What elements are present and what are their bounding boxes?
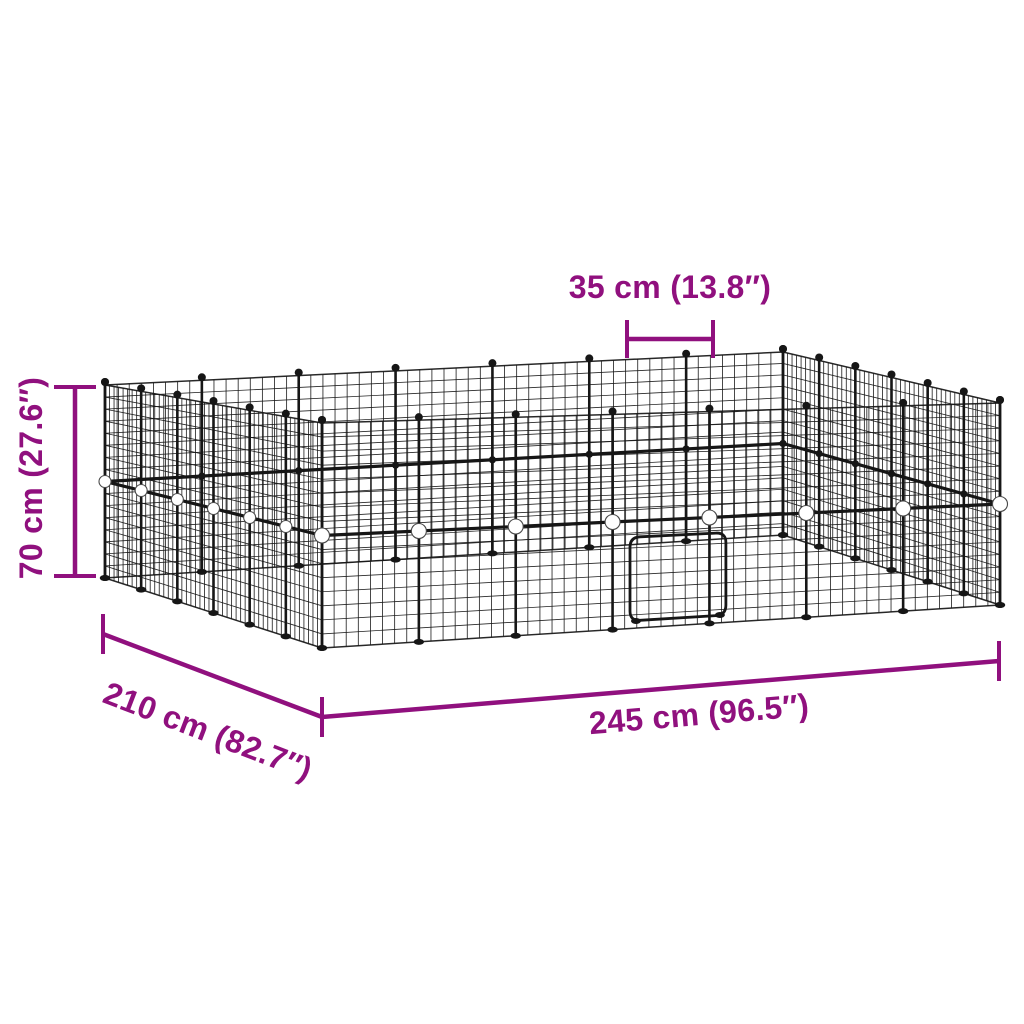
connector-cap bbox=[585, 354, 594, 363]
connector-ball-white bbox=[895, 500, 912, 517]
connector-ball-white bbox=[604, 513, 621, 531]
connector-cap bbox=[209, 397, 218, 405]
connector-ball-white bbox=[279, 519, 293, 534]
connector-cap bbox=[682, 349, 691, 358]
connector-foot bbox=[897, 608, 909, 615]
connector-cap bbox=[705, 404, 714, 413]
connector-foot bbox=[280, 633, 292, 640]
connector-ball-white bbox=[98, 474, 112, 489]
connector-foot bbox=[607, 626, 618, 633]
connector-cap bbox=[851, 362, 860, 370]
connector-cap bbox=[281, 409, 290, 418]
connector-ball-white bbox=[134, 483, 148, 498]
connector-ball-white bbox=[313, 527, 331, 544]
connector-foot bbox=[316, 645, 328, 651]
connector-ball-white bbox=[507, 518, 524, 535]
connector-cap bbox=[197, 373, 206, 382]
connector-cap bbox=[488, 359, 497, 368]
connector-mid bbox=[815, 449, 823, 458]
connector-cap bbox=[414, 413, 423, 422]
connector-cap bbox=[887, 370, 896, 379]
connector-foot bbox=[510, 632, 521, 639]
connector-ball-white bbox=[243, 510, 257, 525]
connector-foot bbox=[208, 610, 219, 616]
connector-mid bbox=[295, 467, 303, 475]
wall-front-right bbox=[313, 396, 1009, 651]
door-foot bbox=[714, 611, 725, 618]
connector-cap bbox=[815, 353, 824, 362]
connector-cap bbox=[173, 390, 182, 399]
connector-foot bbox=[172, 598, 183, 605]
connector-ball-white bbox=[410, 522, 427, 540]
connector-cap bbox=[318, 416, 326, 424]
connector-foot bbox=[777, 532, 789, 538]
connector-ball-white bbox=[170, 492, 184, 507]
connector-mid bbox=[391, 461, 400, 469]
connector-cap bbox=[802, 401, 811, 410]
connector-ball-white bbox=[206, 501, 221, 516]
panel-width-dimension-label: 35 cm (13.8″) bbox=[569, 269, 771, 305]
connector-ball-white bbox=[701, 509, 718, 526]
connector-cap bbox=[511, 410, 520, 419]
connector-foot bbox=[99, 575, 111, 581]
connector-mid bbox=[488, 456, 497, 464]
connector-cap bbox=[959, 387, 968, 396]
height-dimension-label: 70 cm (27.6″) bbox=[13, 377, 49, 579]
connector-mid bbox=[682, 445, 690, 453]
connector-cap bbox=[245, 403, 254, 412]
connector-foot bbox=[135, 586, 147, 593]
connector-foot bbox=[413, 638, 425, 645]
wire-cage bbox=[98, 345, 1009, 651]
connector-foot bbox=[886, 567, 897, 573]
wall-front-left bbox=[98, 378, 329, 651]
connector-foot bbox=[704, 620, 715, 627]
connector-cap bbox=[294, 368, 303, 377]
depth-dimension-label: 210 cm (82.7″) bbox=[99, 675, 318, 788]
connector-ball-white bbox=[991, 495, 1009, 513]
dimension-lines bbox=[54, 320, 1001, 737]
connector-foot bbox=[801, 614, 812, 621]
connector-foot bbox=[680, 538, 692, 545]
door-foot bbox=[631, 617, 642, 624]
connector-foot bbox=[293, 562, 304, 569]
connector-foot bbox=[244, 621, 255, 628]
connector-cap bbox=[779, 345, 787, 353]
connector-mid bbox=[779, 439, 787, 448]
connector-mid bbox=[585, 450, 593, 458]
connector-foot bbox=[813, 543, 825, 550]
connector-cap bbox=[101, 378, 109, 386]
connector-foot bbox=[584, 544, 595, 551]
connector-cap bbox=[923, 379, 932, 387]
connector-cap bbox=[899, 398, 908, 407]
connector-ball-white bbox=[798, 504, 815, 522]
connector-foot bbox=[850, 555, 861, 562]
width-dimension-label: 245 cm (96.5″) bbox=[588, 687, 811, 741]
connector-cap bbox=[391, 363, 400, 372]
cage-door bbox=[628, 531, 728, 622]
connector-mid bbox=[851, 460, 859, 468]
connector-cap bbox=[137, 384, 146, 393]
connector-cap bbox=[996, 396, 1004, 404]
connector-mid bbox=[887, 470, 896, 478]
connector-foot bbox=[994, 602, 1006, 608]
connector-cap bbox=[608, 407, 617, 416]
